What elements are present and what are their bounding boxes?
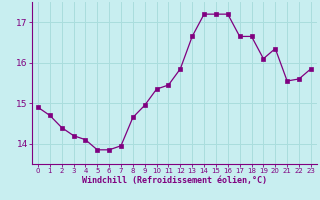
X-axis label: Windchill (Refroidissement éolien,°C): Windchill (Refroidissement éolien,°C)	[82, 176, 267, 185]
